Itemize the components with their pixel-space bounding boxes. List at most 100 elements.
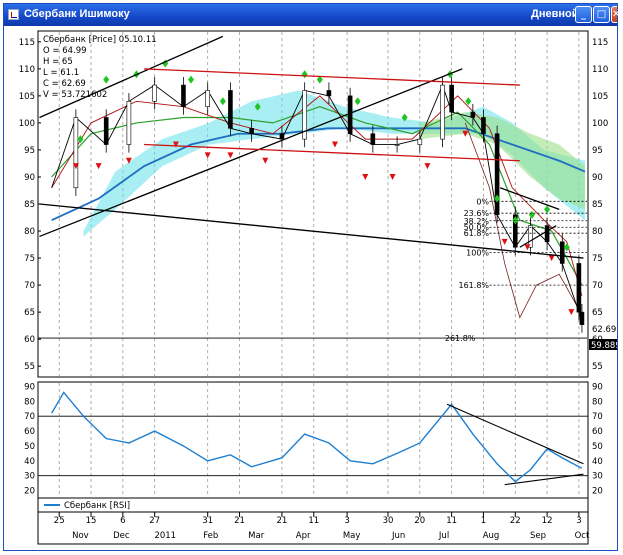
level-price: 59.8892: [591, 341, 617, 351]
indicator-lines: [51, 83, 586, 325]
rsi-tick-left: 80: [24, 397, 35, 407]
rsi-support-line: [504, 473, 584, 486]
price-tick-right: 110: [592, 65, 608, 75]
bull-signal-diamond: [563, 243, 570, 252]
date-day-label: 3: [344, 516, 349, 526]
fib-level-label: 23.6%: [464, 209, 490, 218]
date-day-label: 20: [414, 516, 425, 526]
close-button[interactable]: ✕: [611, 6, 620, 23]
maximize-button[interactable]: □: [593, 6, 610, 23]
date-day-label: 6: [120, 516, 125, 526]
price-tick-right: 95: [592, 146, 603, 156]
candle-body: [470, 111, 476, 118]
candle-body: [73, 117, 79, 189]
candle-body: [528, 225, 533, 248]
uptrend-line-upper: [39, 35, 224, 119]
price-tick-left: 100: [19, 119, 35, 129]
bull-signal-diamond: [544, 205, 551, 214]
ma-long-line: [51, 127, 586, 222]
candle-body: [103, 117, 109, 145]
bull-signal-diamond: [465, 97, 472, 106]
bull-signal-diamond: [316, 75, 323, 84]
bull-signal-diamond: [401, 113, 408, 122]
rsi-tick-right: 80: [592, 397, 603, 407]
price-tick-left: 70: [24, 281, 35, 291]
current-price: 62.69: [592, 325, 616, 335]
wedge-lower: [519, 225, 557, 248]
price-tick-left: 60: [24, 335, 35, 345]
rsi-tick-right: 20: [592, 487, 603, 497]
price-tick-left: 105: [19, 92, 35, 102]
timeframe-label[interactable]: Дневной: [531, 8, 579, 20]
legend-high: H = 65: [43, 57, 73, 67]
price-candles: [73, 76, 585, 333]
bull-signal-diamond: [494, 194, 501, 203]
fib-level-label: 38.2%: [464, 217, 490, 226]
rsi-series: [38, 391, 588, 486]
red-channel-upper: [144, 68, 520, 86]
fib-level-label: 50.0%: [464, 223, 490, 232]
price-tick-left: 75: [24, 254, 35, 264]
price-tick-left: 55: [24, 362, 35, 372]
window-title: Сбербанк Ишимоку: [24, 8, 130, 20]
long-downtrend-line: [39, 203, 584, 259]
rsi-tick-right: 30: [592, 472, 603, 482]
price-tick-left: 65: [24, 308, 35, 318]
rsi-tick-left: 30: [24, 472, 35, 482]
bear-signal-arrow: [424, 163, 431, 170]
legend-low: L = 61.1: [43, 68, 79, 78]
vertical-grid: [58, 32, 580, 497]
price-tick-right: 90: [592, 173, 603, 183]
date-day-label: 1: [481, 516, 486, 526]
date-month-label: Jun: [391, 531, 405, 541]
date-month-label: Feb: [203, 531, 218, 541]
date-day-label: 21: [234, 516, 245, 526]
date-month-label: Jul: [438, 531, 449, 541]
price-tick-left: 115: [19, 38, 35, 48]
price-tick-left: 90: [24, 173, 35, 183]
price-tick-left: 95: [24, 146, 35, 156]
fib-level-label: 261.8%: [445, 334, 476, 343]
ma-mid-line: [51, 106, 583, 286]
candle-body: [152, 84, 157, 102]
candle-body: [279, 133, 285, 140]
date-day-label: 27: [149, 516, 160, 526]
chart-window: Сбербанк Ишимоку Дневной _ □ ✕ 0% 23.6% 38…: [3, 3, 620, 551]
price-tick-right: 65: [592, 308, 603, 318]
date-day-label: 21: [277, 516, 288, 526]
rsi-tick-left: 50: [24, 442, 35, 452]
candle-body: [544, 225, 550, 243]
candle-body: [512, 214, 518, 248]
bear-signal-arrow: [548, 255, 555, 262]
bear-signal-arrow: [125, 157, 132, 164]
minimize-button[interactable]: _: [575, 6, 592, 23]
rsi-tick-left: 40: [24, 457, 35, 467]
candle-body: [347, 95, 353, 135]
price-tick-right: 70: [592, 281, 603, 291]
price-tick-right: 100: [592, 119, 608, 129]
ichimoku-cloud: [83, 90, 585, 237]
fib-level-label: 100%: [466, 249, 489, 258]
price-tick-right: 115: [592, 38, 608, 48]
bear-signal-arrow: [95, 163, 102, 170]
candle-body: [249, 128, 254, 135]
date-month-label: 2011: [154, 531, 176, 541]
price-tick-right: 75: [592, 254, 603, 264]
date-month-label: Nov: [72, 531, 89, 541]
signal-arrows: [72, 59, 575, 316]
bull-signal-diamond: [219, 97, 226, 106]
title-bar[interactable]: Сбербанк Ишимоку Дневной _ □ ✕: [4, 4, 620, 26]
fib-level-label: 161.8%: [459, 281, 490, 290]
legend-volume: V = 53.721602: [43, 90, 107, 100]
candle-body: [326, 90, 332, 97]
legend-close: C = 62.69: [43, 79, 86, 89]
date-month-label: Oct: [575, 531, 590, 541]
candle-body: [440, 84, 445, 140]
rsi-tick-left: 20: [24, 487, 35, 497]
rsi-legend-label: Сбербанк [RSI]: [64, 501, 130, 511]
bear-signal-arrow: [524, 244, 531, 251]
date-month-label: Sep: [530, 531, 546, 541]
date-day-label: 11: [446, 516, 457, 526]
rsi-tick-left: 70: [24, 412, 35, 422]
candle-body: [181, 84, 186, 107]
